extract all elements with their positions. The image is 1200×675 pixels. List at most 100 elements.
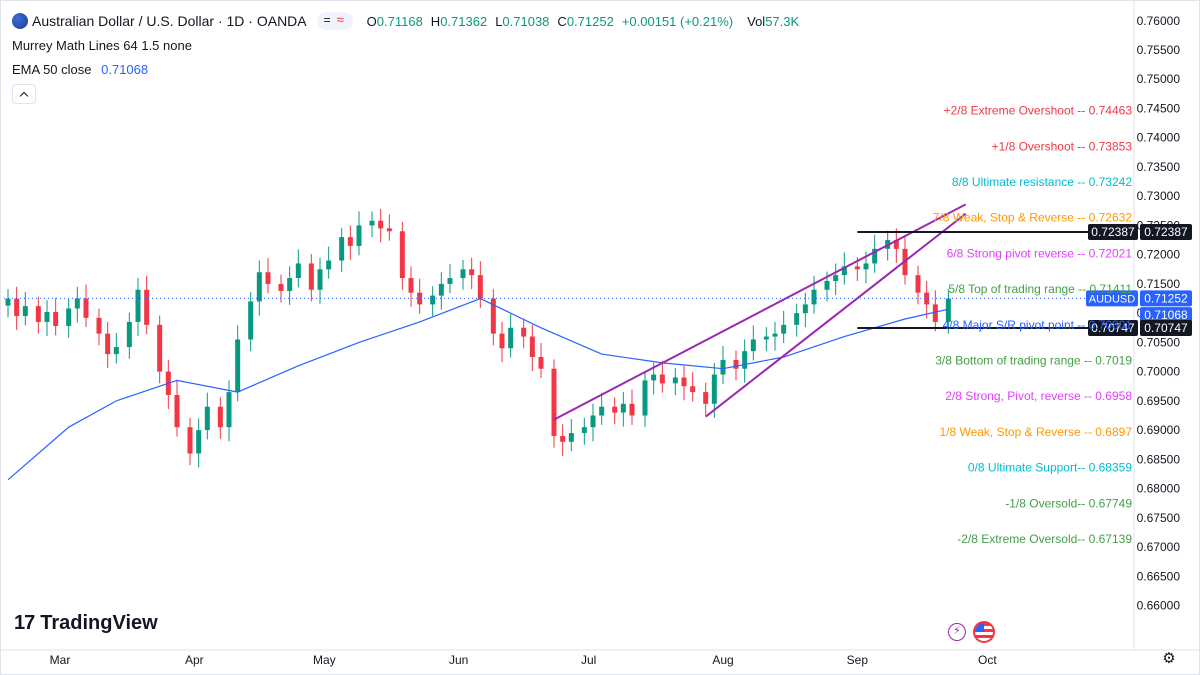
candle: [568, 418, 574, 452]
lightning-icon[interactable]: ⚡: [948, 623, 966, 641]
settings-gear-icon[interactable]: ⚙: [1162, 650, 1176, 667]
candle: [811, 275, 817, 314]
candle-body: [339, 237, 345, 261]
candle-body: [560, 435, 566, 442]
candle: [44, 300, 50, 336]
candle-body: [447, 278, 453, 284]
us-flag-icon[interactable]: [973, 621, 995, 643]
candle: [217, 397, 223, 439]
channel-trendline: [705, 212, 967, 418]
candle: [469, 257, 475, 290]
murrey-level-label: +1/8 Overshoot -- 0.73853: [992, 139, 1133, 153]
horizontal-level-tag: [1088, 224, 1138, 241]
murrey-level-label: 7/8 Weak, Stop & Reverse -- 0.72632: [933, 211, 1133, 225]
murrey-indicator-label[interactable]: Murrey Math Lines 64 1.5 none: [12, 38, 192, 53]
horizontal-level-tag: [1088, 319, 1138, 336]
candle-body: [356, 225, 362, 246]
murrey-level-label: 6/8 Strong pivot reverse -- 0.72021: [947, 246, 1133, 260]
candle: [932, 290, 938, 332]
month-tick-label: Sep: [847, 653, 869, 667]
candle-body: [581, 427, 587, 434]
collapse-legend-button[interactable]: [12, 84, 36, 104]
candle: [681, 365, 687, 401]
candle-body: [378, 220, 384, 229]
price-tick-label: 0.70500: [1137, 335, 1181, 349]
tradingview-logo[interactable]: 17 TradingView: [14, 612, 158, 635]
candle-body: [659, 374, 665, 384]
ohlc-high: H0.71362: [430, 13, 488, 29]
candle-body: [477, 275, 483, 299]
candle: [14, 286, 20, 331]
candle-body: [135, 289, 141, 322]
candle-body: [144, 289, 150, 325]
candle-body: [35, 306, 41, 322]
murrey-level-label: 1/8 Weak, Stop & Reverse -- 0.6897: [939, 425, 1132, 439]
candle: [763, 327, 769, 352]
candle: [66, 299, 72, 338]
price-tick-label: 0.76000: [1137, 14, 1181, 28]
price-tick-label: 0.75500: [1137, 43, 1181, 57]
candle-body: [399, 231, 405, 279]
price-tick-label: 0.71500: [1137, 277, 1181, 291]
candle: [438, 272, 444, 310]
candle-body: [5, 298, 11, 306]
month-tick-label: May: [313, 653, 336, 667]
candle-body: [499, 333, 505, 349]
candle: [590, 403, 596, 442]
candle: [196, 418, 202, 468]
ema-indicator-label[interactable]: EMA 50 close 0.71068: [12, 62, 149, 77]
ohlc-open: O0.71168: [366, 13, 423, 29]
candle-body: [83, 298, 89, 318]
equals-icon: =: [323, 13, 331, 27]
candle-body: [642, 380, 648, 416]
candle: [96, 308, 102, 346]
candle-body: [872, 248, 878, 264]
ema-value: 0.71068: [101, 62, 149, 77]
price-tick-label: 0.66000: [1137, 599, 1181, 613]
candle-body: [915, 275, 921, 293]
candle: [308, 254, 314, 302]
candle: [22, 292, 28, 326]
candle-body: [44, 311, 50, 322]
candle: [620, 392, 626, 427]
candle-body: [703, 392, 709, 404]
candle: [529, 324, 535, 372]
candle-body: [508, 327, 514, 349]
murrey-level-label: 4/8 Major S/R pivot point -- 0.70801: [943, 318, 1133, 332]
candle: [317, 257, 323, 304]
candle-body: [66, 308, 72, 327]
candle-body: [651, 374, 657, 381]
candle-body: [750, 339, 756, 352]
candle: [833, 263, 839, 296]
candle-body: [326, 260, 332, 270]
candle-body: [772, 333, 778, 337]
candle: [551, 359, 557, 448]
tradingview-mark-icon: 17: [14, 612, 35, 634]
legend-symbol-row: Australian Dollar / U.S. Dollar · 1D · O…: [12, 12, 799, 30]
candle: [347, 225, 353, 260]
candle: [945, 289, 951, 334]
candle: [538, 342, 544, 379]
candle: [893, 228, 899, 263]
candle: [720, 345, 726, 384]
symbol-tag-label: AUDUSD: [1089, 293, 1136, 305]
price-tick-label: 0.70000: [1137, 365, 1181, 379]
visibility-toggle[interactable]: = ≈: [316, 12, 353, 30]
price-tick-label: 0.69500: [1137, 394, 1181, 408]
month-tick-label: Apr: [185, 653, 204, 667]
candle: [794, 303, 800, 337]
candle: [642, 371, 648, 428]
candle-body: [235, 339, 241, 393]
candle-body: [490, 298, 496, 334]
candle: [126, 312, 132, 359]
tradingview-wordmark: TradingView: [40, 612, 158, 634]
murrey-level-label: 0/8 Ultimate Support-- 0.68359: [968, 461, 1132, 475]
ema-price-tag: [1140, 307, 1192, 324]
symbol-tag: [1086, 290, 1138, 307]
candle-body: [681, 377, 687, 387]
symbol-title[interactable]: Australian Dollar / U.S. Dollar · 1D · O…: [32, 13, 307, 29]
candle-body: [174, 395, 180, 428]
audusd-flag-icon: [12, 13, 28, 29]
candle-body: [187, 427, 193, 454]
